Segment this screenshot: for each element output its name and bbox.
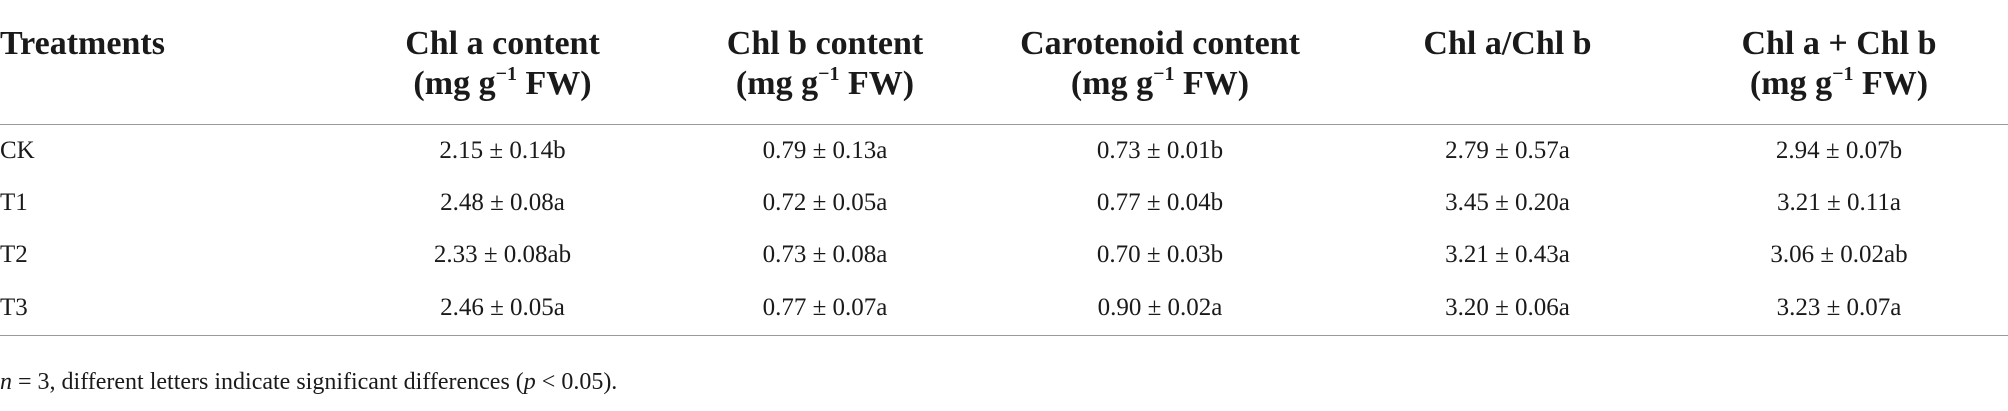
header-unit-rest: FW)	[1853, 65, 1929, 102]
table-cell: 3.06 ± 0.02ab	[1770, 241, 1908, 268]
header-line1: Chl b content	[726, 25, 924, 62]
table-body: CK 2.15 ± 0.14b 0.79 ± 0.13a 0.73 ± 0.01…	[0, 125, 2008, 336]
table-cell: 3.21 ± 0.11a	[1777, 189, 1901, 216]
table-cell: 2.46 ± 0.05a	[330, 281, 675, 336]
table-cell: 3.20 ± 0.06a	[1345, 281, 1670, 336]
header-unit: (mg g−1 FW)	[330, 64, 675, 104]
header-unit-sup: −1	[495, 62, 517, 85]
treatment-cell: T1	[0, 189, 28, 216]
header-chl-ratio: Chl a/Chl b	[1345, 0, 1670, 125]
footnote-p-symbol: p	[523, 369, 536, 395]
table-row: T2 2.33 ± 0.08ab 0.73 ± 0.08a 0.70 ± 0.0…	[0, 229, 2008, 281]
header-unit-base: (mg g	[1070, 65, 1154, 102]
header-unit: (mg g−1 FW)	[1670, 64, 2008, 104]
data-table-container: Treatments Chl a content (mg g−1 FW) Chl…	[0, 0, 2008, 336]
table-cell: 3.45 ± 0.20a	[1445, 189, 1570, 216]
table-cell: 3.21 ± 0.43a	[1445, 241, 1570, 268]
table-cell: 2.48 ± 0.08a	[440, 189, 565, 216]
header-carotenoid-content: Carotenoid content (mg g−1 FW)	[975, 0, 1345, 125]
treatment-cell: T2	[0, 241, 28, 268]
header-line1: Chl a/Chl b	[1423, 25, 1592, 62]
treatment-cell: T3	[0, 281, 330, 336]
footnote-text-a: = 3, different letters indicate signific…	[12, 369, 524, 395]
header-unit-sup: −1	[818, 62, 840, 85]
table-cell: 0.90 ± 0.02a	[975, 281, 1345, 336]
table-cell: 0.77 ± 0.07a	[675, 281, 975, 336]
header-unit: (mg g−1 FW)	[675, 64, 975, 104]
table-cell: 0.79 ± 0.13a	[762, 137, 888, 164]
table-row: T3 2.46 ± 0.05a 0.77 ± 0.07a 0.90 ± 0.02…	[0, 281, 2008, 336]
header-line1: Carotenoid content	[1020, 25, 1300, 62]
header-chl-a-content: Chl a content (mg g−1 FW)	[330, 0, 675, 125]
header-line1: Treatments	[0, 25, 165, 62]
footnote-n-symbol: n	[0, 369, 12, 395]
header-line1: Chl a content	[405, 25, 600, 62]
header-line1: Chl a + Chl b	[1741, 25, 1937, 62]
header-unit-sup: −1	[1832, 62, 1854, 85]
table-cell: 0.73 ± 0.01b	[1096, 137, 1224, 164]
header-unit: (mg g−1 FW)	[975, 64, 1345, 104]
table-cell: 2.79 ± 0.57a	[1445, 137, 1570, 164]
chlorophyll-content-table: Treatments Chl a content (mg g−1 FW) Chl…	[0, 0, 2008, 336]
table-cell: 3.23 ± 0.07a	[1670, 281, 2008, 336]
table-header: Treatments Chl a content (mg g−1 FW) Chl…	[0, 0, 2008, 125]
table-cell: 2.94 ± 0.07b	[1775, 137, 1903, 164]
header-treatments: Treatments	[0, 0, 330, 125]
table-cell: 0.70 ± 0.03b	[1096, 241, 1224, 268]
table-cell: 0.73 ± 0.08a	[762, 241, 888, 268]
header-unit-rest: FW)	[516, 65, 592, 102]
header-unit-rest: FW)	[839, 65, 915, 102]
table-cell: 0.77 ± 0.04b	[1096, 189, 1224, 216]
header-unit-base: (mg g	[413, 65, 496, 102]
table-cell: 0.72 ± 0.05a	[762, 189, 888, 216]
header-row: Treatments Chl a content (mg g−1 FW) Chl…	[0, 0, 2008, 125]
header-unit-base: (mg g	[1749, 65, 1833, 102]
footnote-text-b: < 0.05).	[535, 369, 618, 395]
header-unit-sup: −1	[1153, 62, 1175, 85]
header-unit-rest: FW)	[1174, 65, 1250, 102]
table-footnote: n = 3, different letters indicate signif…	[0, 367, 617, 397]
header-chl-b-content: Chl b content (mg g−1 FW)	[675, 0, 975, 125]
treatment-cell: CK	[0, 137, 35, 164]
table-row: T1 2.48 ± 0.08a 0.72 ± 0.05a 0.77 ± 0.04…	[0, 177, 2008, 229]
header-unit-base: (mg g	[735, 65, 819, 102]
table-cell: 2.15 ± 0.14b	[439, 137, 566, 164]
table-cell: 2.33 ± 0.08ab	[433, 241, 572, 268]
header-chl-sum: Chl a + Chl b (mg g−1 FW)	[1670, 0, 2008, 125]
table-row: CK 2.15 ± 0.14b 0.79 ± 0.13a 0.73 ± 0.01…	[0, 125, 2008, 178]
